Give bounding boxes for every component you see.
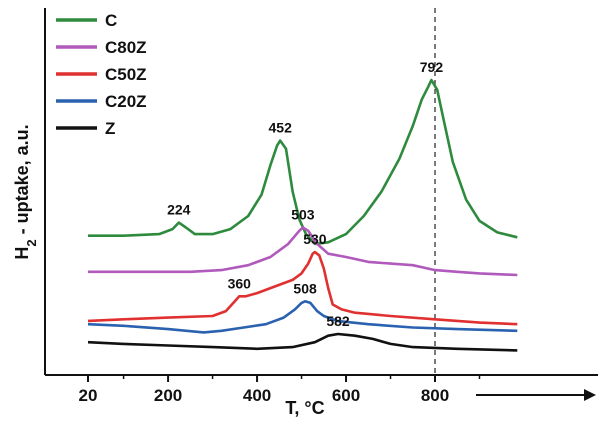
legend-label-c80z: C80Z xyxy=(105,38,147,57)
y-axis-title-sub: 2 xyxy=(24,239,39,246)
series-line-z xyxy=(87,332,518,352)
x-tick-label: 800 xyxy=(421,386,449,405)
peak-label-360: 360 xyxy=(228,275,252,291)
peak-label-452: 452 xyxy=(269,120,293,136)
peak-label-530: 530 xyxy=(303,231,327,247)
series-line-c xyxy=(88,78,518,246)
y-axis-title-main: H xyxy=(12,247,32,260)
legend-label-c: C xyxy=(105,11,117,30)
arrow-head xyxy=(584,389,596,401)
x-tick-label: 400 xyxy=(243,386,271,405)
x-tick-label: 600 xyxy=(332,386,360,405)
x-tick-label: 200 xyxy=(154,386,182,405)
y-axis-title: H2 - uptake, a.u. xyxy=(12,124,39,259)
y-axis-title-rest: - uptake, a.u. xyxy=(12,124,32,239)
x-axis-ticks: 20 200 400 600 800 xyxy=(79,375,481,405)
x-tick-label: 20 xyxy=(79,386,98,405)
series-lines xyxy=(87,78,518,352)
x-axis-title: T, °C xyxy=(285,398,324,418)
legend: C C80Z C50Z C20Z Z xyxy=(56,11,147,138)
peak-label-224: 224 xyxy=(167,202,191,218)
peak-label-508: 508 xyxy=(293,280,317,296)
axis-direction-arrow xyxy=(476,389,596,401)
series-line-c20z xyxy=(87,300,518,334)
legend-label-c20z: C20Z xyxy=(105,92,147,111)
legend-label-c50z: C50Z xyxy=(105,65,147,84)
peak-label-582: 582 xyxy=(326,313,350,329)
peak-labels: 224 452 792 503 530 360 508 582 xyxy=(167,59,443,329)
legend-label-z: Z xyxy=(105,119,115,138)
peak-label-792: 792 xyxy=(420,59,444,75)
series-line-c80z xyxy=(88,226,518,277)
series-line-c50z xyxy=(87,250,518,326)
peak-label-503: 503 xyxy=(291,207,315,223)
